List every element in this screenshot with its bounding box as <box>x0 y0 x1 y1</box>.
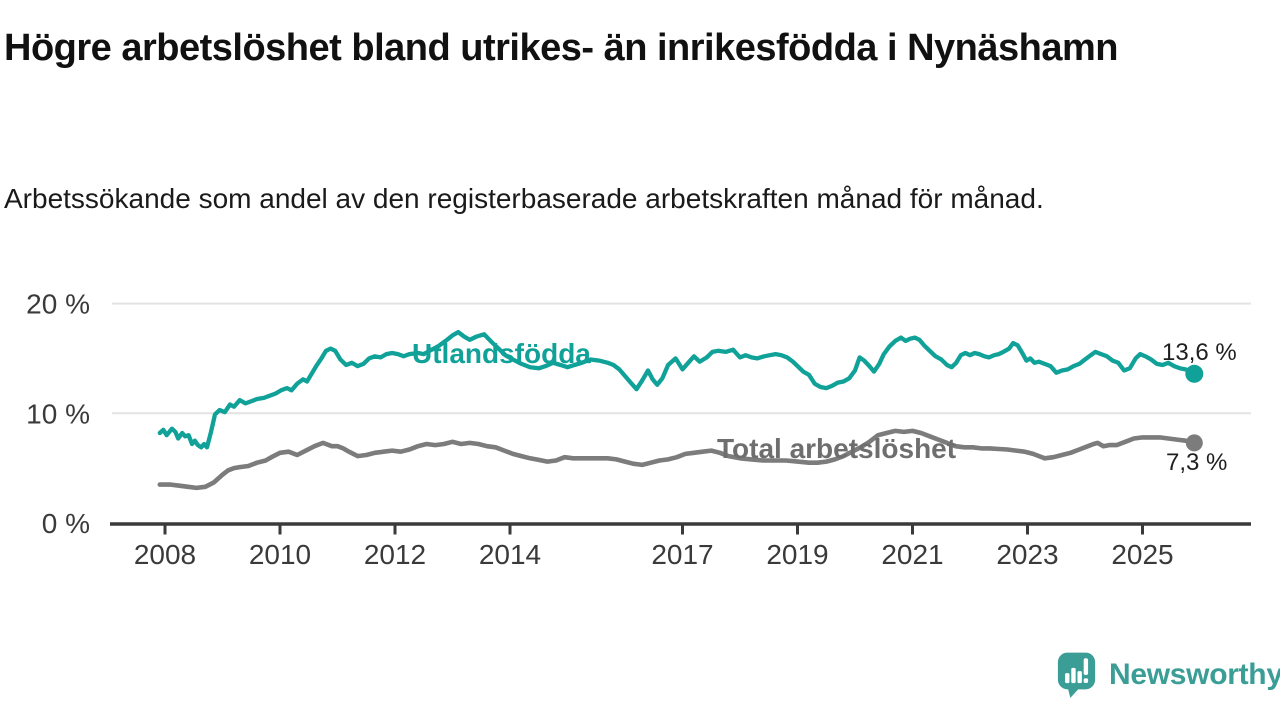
x-tick-label-2019: 2019 <box>766 539 828 570</box>
bar-short <box>1065 673 1070 684</box>
y-tick-label-10: 10 % <box>26 398 90 429</box>
logo-text: Newsworthy <box>1109 658 1280 691</box>
bar-chart-speech-bubble-icon <box>1057 652 1096 698</box>
x-tick-label-2021: 2021 <box>881 539 943 570</box>
x-tick-label-2008: 2008 <box>134 539 196 570</box>
series-end-value-1: 7,3 % <box>1166 449 1227 476</box>
exclamation-dot <box>1083 678 1089 683</box>
series-end-dot-1 <box>1185 434 1203 452</box>
series-line-0 <box>157 329 1197 450</box>
bar-medium <box>1077 671 1082 684</box>
series-line-1 <box>157 428 1197 491</box>
page-title: Högre arbetslöshet bland utrikes- än inr… <box>4 27 1119 69</box>
x-tick-label-2023: 2023 <box>996 539 1058 570</box>
exclamation-bar <box>1083 658 1089 675</box>
newsworthy-logo[interactable]: Newsworthy <box>1056 651 1280 699</box>
x-tick-label-2014: 2014 <box>479 539 541 570</box>
series-label-1: Total arbetslöshet <box>717 433 956 464</box>
series-end-dot-0 <box>1185 364 1204 383</box>
x-tick-label-2017: 2017 <box>651 539 713 570</box>
speech-bubble-shape <box>1057 652 1096 690</box>
x-tick-label-2025: 2025 <box>1111 539 1173 570</box>
x-tick-label-2010: 2010 <box>249 539 311 570</box>
bar-tall <box>1071 667 1076 684</box>
y-tick-label-20: 20 % <box>26 289 90 320</box>
chart-subtitle: Arbetssökande som andel av den registerb… <box>4 183 1044 214</box>
speech-bubble-tail <box>1067 686 1081 698</box>
series-end-value-0: 13,6 % <box>1162 339 1237 366</box>
x-tick-label-2012: 2012 <box>364 539 426 570</box>
y-tick-label-0: 0 % <box>42 508 90 539</box>
series-label-0: Utlandsfödda <box>412 338 591 369</box>
